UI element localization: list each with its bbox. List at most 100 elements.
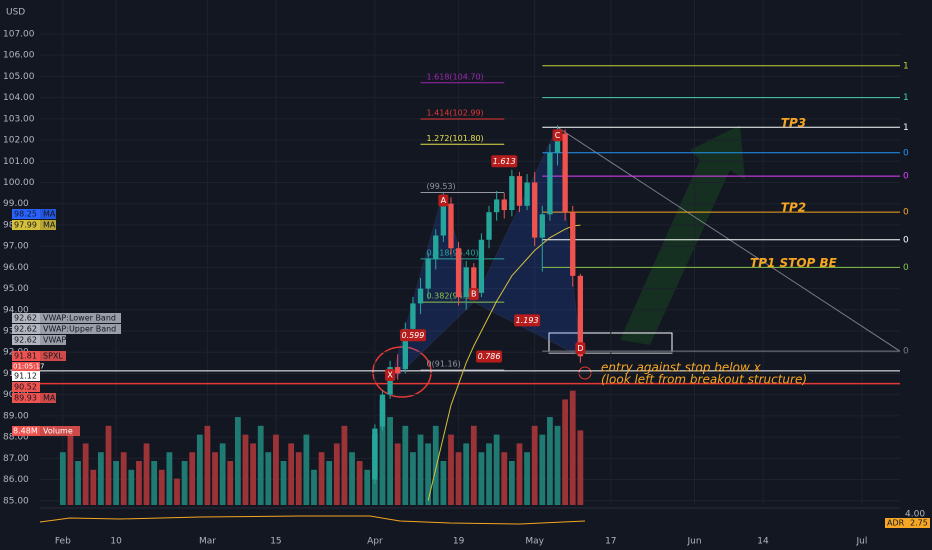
volume-bar: [364, 469, 371, 505]
fib-label: 1.272(101.80): [427, 134, 484, 143]
candle-body: [402, 328, 408, 370]
volume-bar: [295, 452, 302, 505]
volume-bar: [554, 425, 561, 505]
price-tag-box: [12, 324, 40, 334]
price-tag-box: [12, 209, 40, 219]
x-tick-label: 17: [605, 537, 616, 547]
volume-bar: [341, 425, 348, 505]
price-tag-name: VWAP:Upper Band: [43, 325, 116, 334]
adr-scale: 4.00: [905, 510, 925, 520]
candle-body: [554, 135, 561, 153]
candle-body: [425, 258, 431, 289]
point-tag: C: [555, 131, 561, 140]
tp-label: TP3: [781, 116, 806, 130]
y-tick-label: 89.00: [3, 411, 29, 421]
price-tag-name: SPXL: [43, 352, 63, 361]
adr-value: 2.75: [910, 519, 928, 528]
ratio-box: [399, 329, 426, 342]
price-tag-name: MA: [43, 394, 56, 403]
price-tag-name: MA: [43, 210, 56, 219]
point-tag-box: [552, 129, 563, 142]
volume-bar: [394, 443, 401, 505]
candle-body: [547, 152, 553, 215]
volume-bar: [508, 461, 515, 505]
volume-bar: [440, 461, 447, 505]
candle-body: [433, 235, 439, 259]
y-tick-label: 104.00: [3, 93, 35, 103]
volume-bar: [326, 461, 333, 505]
fib-label: 1.618(104.70): [427, 72, 484, 81]
volume-bar: [524, 452, 530, 505]
tp-label: TP1 STOP BE: [750, 256, 838, 270]
price-tag-box: [12, 393, 40, 403]
volume-bar: [166, 452, 173, 505]
price-tag: 90.52: [14, 383, 37, 392]
volume-bar: [113, 461, 119, 505]
volume-bar: [417, 434, 424, 505]
y-tick-label: 95.00: [3, 284, 29, 294]
point-tag-box: [575, 342, 586, 355]
level-edge-label: 1: [903, 61, 909, 71]
ratio-box: [491, 155, 518, 168]
volume-bar: [120, 452, 127, 505]
volume-bar: [410, 452, 416, 505]
price-tag-box: [12, 335, 40, 345]
volume-bar: [67, 434, 74, 505]
x-tick-label: 19: [453, 537, 465, 547]
volume-bar: [547, 417, 553, 505]
candle-body: [501, 199, 507, 211]
level-edge-label: 0: [903, 263, 909, 273]
volume-bar: [303, 434, 310, 505]
annotation: (look left from breakout structure): [601, 373, 807, 387]
volume-bar: [97, 452, 104, 505]
y-tick-label: 103.00: [3, 114, 35, 124]
candle-body: [486, 212, 492, 240]
trend-line: [557, 126, 901, 352]
price-tag-name-box: [40, 351, 66, 361]
price-tag-name-box: [40, 393, 56, 403]
volume-bar: [234, 417, 241, 505]
y-tick-label: 97.00: [3, 242, 29, 252]
price-tag-name-box: [40, 324, 121, 334]
y-tick-label: 101.00: [3, 157, 35, 167]
volume-bar: [143, 443, 150, 505]
volume-bar: [151, 461, 158, 505]
point-tag: A: [441, 196, 447, 205]
level-edge-label: 1: [903, 123, 909, 133]
volume-bar: [242, 434, 249, 505]
volume-bar: [387, 417, 393, 505]
candle-body: [539, 214, 545, 238]
candle-body: [562, 133, 568, 213]
volume-bar: [136, 461, 142, 505]
annotation: entry against stop below x: [601, 361, 762, 375]
arrow: [620, 125, 745, 345]
candle-body: [532, 182, 538, 238]
price-tag-name-box: [40, 209, 56, 219]
ratio-label: 1.613: [493, 157, 516, 166]
candle-body: [448, 203, 454, 249]
y-tick-label: 87.00: [3, 454, 29, 464]
volume-bar: [432, 425, 439, 505]
x-tick-label: Jun: [686, 537, 701, 547]
volume-bar: [486, 443, 492, 505]
price-tag: 91.12: [14, 372, 37, 381]
price-tag-name: VWAP:Lower Band: [43, 314, 116, 323]
candle-body: [493, 199, 500, 213]
y-tick-label: 99.00: [3, 199, 29, 209]
y-tick-label: 105.00: [3, 72, 35, 82]
volume-bar: [273, 434, 279, 505]
volume-bar: [470, 425, 477, 505]
countdown: 01:05:17: [13, 363, 44, 371]
volume-bar: [181, 461, 188, 505]
volume-bar: [539, 434, 546, 505]
volume-bar: [531, 425, 538, 505]
volume-bar: [174, 478, 180, 505]
fib-label: 1.414(102.99): [427, 109, 484, 118]
axis-unit: USD: [6, 8, 25, 18]
x-tick-label: Apr: [367, 537, 383, 547]
volume-bar: [189, 452, 196, 505]
ratio-label: 1.193: [516, 316, 539, 325]
volume-bar: [318, 452, 325, 505]
adr-box: [885, 518, 930, 528]
